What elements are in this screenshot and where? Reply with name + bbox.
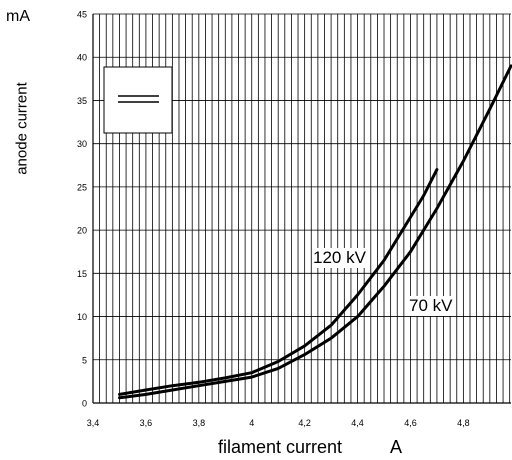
y-tick-label: 25 bbox=[77, 182, 87, 192]
y-tick-label: 5 bbox=[82, 355, 87, 365]
y-tick-label: 15 bbox=[77, 269, 87, 279]
x-tick-label: 4,4 bbox=[351, 418, 364, 428]
x-tick-label: 3,8 bbox=[193, 418, 206, 428]
series-lines bbox=[118, 64, 512, 400]
y-tick-label: 20 bbox=[77, 226, 87, 236]
annotation-120kv: 120 kV bbox=[312, 248, 367, 268]
series-line-120kv bbox=[118, 168, 439, 396]
y-tick-label: 45 bbox=[77, 10, 87, 20]
y-axis-label: anode current bbox=[13, 82, 31, 175]
x-axis-label: filament current bbox=[218, 437, 343, 457]
y-axis-unit: mA bbox=[6, 8, 30, 25]
x-tick-label: 4 bbox=[249, 418, 254, 428]
x-tick-label: 3,6 bbox=[140, 418, 153, 428]
y-tick-label: 10 bbox=[77, 312, 87, 322]
y-tick-labels: 0 5 10 15 20 25 30 35 40 45 bbox=[77, 10, 87, 409]
x-tick-labels: 3,4 3,6 3,8 4 4,2 4,4 4,6 4,8 bbox=[87, 418, 470, 428]
y-tick-label: 40 bbox=[77, 53, 87, 63]
x-axis-unit: A bbox=[390, 437, 403, 457]
series-line-70kv bbox=[118, 64, 512, 400]
x-tick-label: 3,4 bbox=[87, 418, 100, 428]
annotation-70kv: 70 kV bbox=[408, 296, 454, 316]
y-tick-label: 30 bbox=[77, 139, 87, 149]
axes bbox=[92, 14, 511, 404]
x-tick-label: 4,8 bbox=[457, 418, 470, 428]
x-tick-label: 4,6 bbox=[404, 418, 417, 428]
y-tick-label: 35 bbox=[77, 96, 87, 106]
y-tick-label: 0 bbox=[82, 399, 87, 409]
legend-box bbox=[103, 66, 173, 134]
x-tick-label: 4,2 bbox=[298, 418, 311, 428]
